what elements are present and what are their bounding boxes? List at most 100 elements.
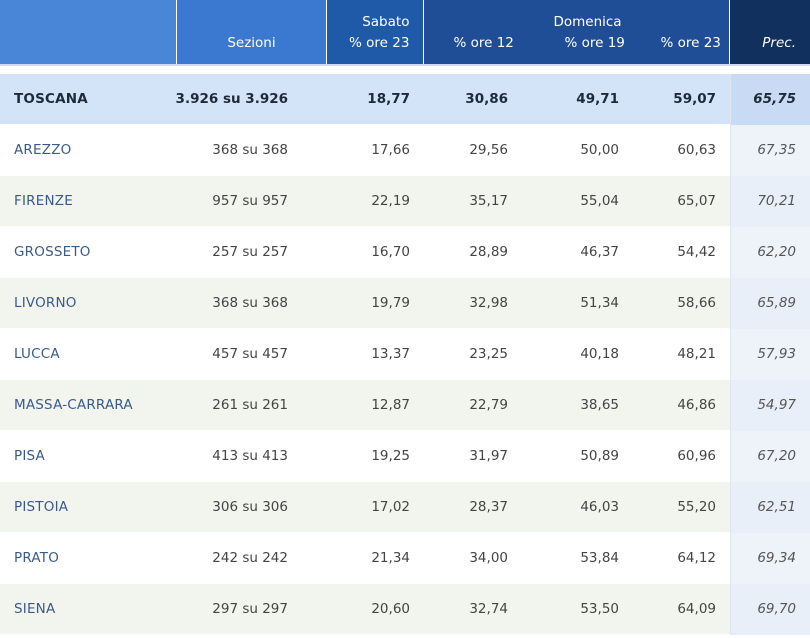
domenica-ore19-value: 40,18 <box>580 346 619 362</box>
domenica-ore12-value: 22,79 <box>469 397 508 413</box>
sabato-ore23-value: 19,79 <box>371 295 410 311</box>
domenica-ore23-value: 59,07 <box>673 91 716 107</box>
sabato-ore23-value: 16,70 <box>371 244 410 260</box>
header-sabato-label: Sabato <box>362 14 410 30</box>
province-name-link[interactable]: GROSSETO <box>14 244 91 260</box>
header-prec-label: Prec. <box>762 35 796 51</box>
sabato-ore23-value: 17,02 <box>371 499 410 515</box>
domenica-ore19-value: 51,34 <box>580 295 619 311</box>
prec-value: 65,75 <box>753 91 796 107</box>
header-sabato-column: Sabato % ore 23 <box>326 0 424 64</box>
domenica-ore23-value: 55,20 <box>677 499 716 515</box>
prec-value: 54,97 <box>757 397 796 413</box>
domenica-ore12-value: 31,97 <box>469 448 508 464</box>
domenica-ore23-value: 48,21 <box>677 346 716 362</box>
table-row: PISTOIA 306 su 306 17,02 28,37 46,03 55,… <box>0 482 810 533</box>
header-sabato-ore23-label: % ore 23 <box>349 35 410 51</box>
domenica-ore12-value: 23,25 <box>469 346 508 362</box>
sezioni-value: 306 su 306 <box>212 499 288 515</box>
domenica-ore23-value: 64,09 <box>677 601 716 617</box>
domenica-ore12-value: 28,37 <box>469 499 508 515</box>
header-domenica-label: Domenica <box>553 14 622 30</box>
province-name-link[interactable]: LIVORNO <box>14 295 77 311</box>
domenica-ore12-value: 32,98 <box>469 295 508 311</box>
province-name-link[interactable]: SIENA <box>14 601 56 617</box>
domenica-ore19-value: 50,89 <box>580 448 619 464</box>
sezioni-value: 242 su 242 <box>212 550 288 566</box>
prec-cell-background <box>730 227 810 278</box>
sabato-ore23-value: 12,87 <box>371 397 410 413</box>
province-name-link[interactable]: PRATO <box>14 550 60 566</box>
prec-value: 67,20 <box>757 448 796 464</box>
domenica-ore23-value: 46,86 <box>677 397 716 413</box>
table-row: FIRENZE 957 su 957 22,19 35,17 55,04 65,… <box>0 176 810 227</box>
province-name-link[interactable]: AREZZO <box>14 142 72 158</box>
prec-value: 69,34 <box>757 550 796 566</box>
header-domenica-ore23-label: % ore 23 <box>660 35 721 51</box>
prec-cell-background <box>730 74 810 125</box>
domenica-ore19-value: 49,71 <box>576 91 619 107</box>
header-prec-column: Prec. <box>730 0 810 64</box>
sezioni-value: 413 su 413 <box>212 448 288 464</box>
sezioni-value: 261 su 261 <box>212 397 288 413</box>
table-row: LIVORNO 368 su 368 19,79 32,98 51,34 58,… <box>0 278 810 329</box>
domenica-ore23-value: 58,66 <box>677 295 716 311</box>
sabato-ore23-value: 18,77 <box>367 91 410 107</box>
sezioni-value: 257 su 257 <box>212 244 288 260</box>
domenica-ore12-value: 29,56 <box>469 142 508 158</box>
sabato-ore23-value: 17,66 <box>371 142 410 158</box>
province-name-link[interactable]: FIRENZE <box>14 193 73 209</box>
domenica-ore12-value: 30,86 <box>465 91 508 107</box>
province-name-link[interactable]: PISA <box>14 448 45 464</box>
header-domenica-ore12-label: % ore 12 <box>453 35 514 51</box>
prec-cell-background <box>730 380 810 431</box>
prec-value: 62,20 <box>757 244 796 260</box>
domenica-ore12-value: 34,00 <box>469 550 508 566</box>
table-row: PISA 413 su 413 19,25 31,97 50,89 60,96 … <box>0 431 810 482</box>
province-name-link[interactable]: MASSA-CARRARA <box>14 397 133 413</box>
prec-value: 62,51 <box>757 499 796 515</box>
prec-cell-background <box>730 584 810 635</box>
province-name-link[interactable]: PISTOIA <box>14 499 69 515</box>
sezioni-value: 368 su 368 <box>212 142 288 158</box>
prec-cell-background <box>730 278 810 329</box>
table-header: Sezioni Sabato % ore 23 Domenica % ore 1… <box>0 0 810 66</box>
domenica-ore12-value: 35,17 <box>469 193 508 209</box>
sabato-ore23-value: 22,19 <box>371 193 410 209</box>
domenica-ore23-value: 60,96 <box>677 448 716 464</box>
table-body: TOSCANA 3.926 su 3.926 18,77 30,86 49,71… <box>0 74 810 635</box>
table-row: SIENA 297 su 297 20,60 32,74 53,50 64,09… <box>0 584 810 635</box>
sabato-ore23-value: 19,25 <box>371 448 410 464</box>
domenica-ore19-value: 53,50 <box>580 601 619 617</box>
prec-value: 57,93 <box>757 346 796 362</box>
header-sezioni-label: Sezioni <box>227 35 276 51</box>
domenica-ore19-value: 50,00 <box>580 142 619 158</box>
domenica-ore19-value: 38,65 <box>580 397 619 413</box>
table-row: MASSA-CARRARA 261 su 261 12,87 22,79 38,… <box>0 380 810 431</box>
domenica-ore12-value: 32,74 <box>469 601 508 617</box>
sabato-ore23-value: 13,37 <box>371 346 410 362</box>
prec-value: 69,70 <box>757 601 796 617</box>
header-name-column <box>0 0 176 64</box>
domenica-ore23-value: 54,42 <box>677 244 716 260</box>
domenica-ore19-value: 53,84 <box>580 550 619 566</box>
region-name[interactable]: TOSCANA <box>14 91 88 107</box>
domenica-ore12-value: 28,89 <box>469 244 508 260</box>
sabato-ore23-value: 20,60 <box>371 601 410 617</box>
sezioni-value: 457 su 457 <box>212 346 288 362</box>
header-divider <box>0 64 810 66</box>
table-row: AREZZO 368 su 368 17,66 29,56 50,00 60,6… <box>0 125 810 176</box>
prec-cell-background <box>730 329 810 380</box>
table-row: PRATO 242 su 242 21,34 34,00 53,84 64,12… <box>0 533 810 584</box>
table-row-total: TOSCANA 3.926 su 3.926 18,77 30,86 49,71… <box>0 74 810 125</box>
prec-cell-background <box>730 482 810 533</box>
table-row: LUCCA 457 su 457 13,37 23,25 40,18 48,21… <box>0 329 810 380</box>
prec-value: 67,35 <box>757 142 796 158</box>
prec-cell-background <box>730 431 810 482</box>
province-name-link[interactable]: LUCCA <box>14 346 60 362</box>
sezioni-value: 297 su 297 <box>212 601 288 617</box>
sezioni-value: 957 su 957 <box>212 193 288 209</box>
domenica-ore23-value: 60,63 <box>677 142 716 158</box>
prec-value: 70,21 <box>757 193 796 209</box>
domenica-ore19-value: 55,04 <box>580 193 619 209</box>
